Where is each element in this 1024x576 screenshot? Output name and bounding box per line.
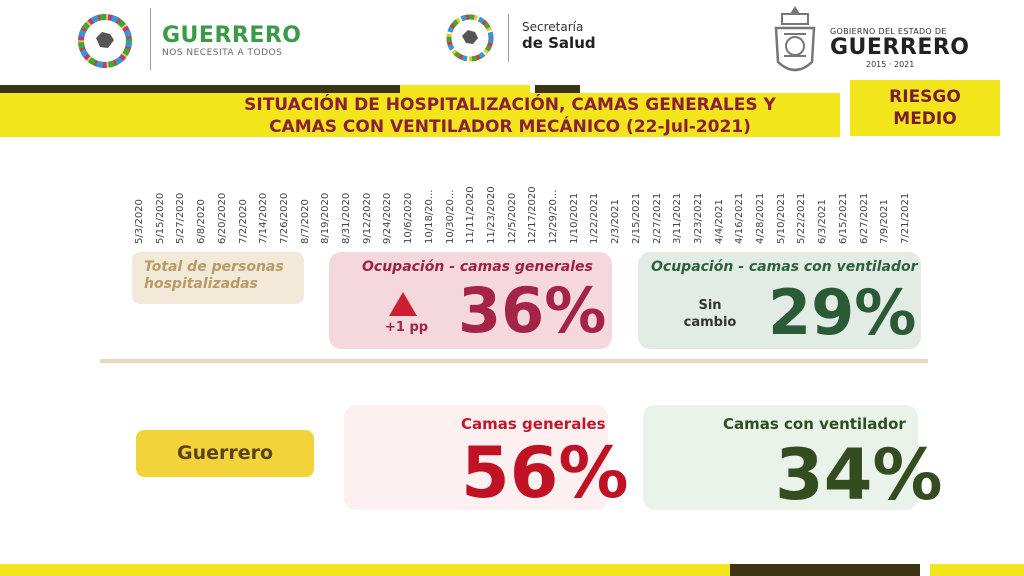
center-brand-bottom: de Salud: [522, 34, 596, 52]
page-title-line2: CAMAS CON VENTILADOR MECÁNICO (22-Jul-20…: [269, 117, 751, 137]
timeline-date-label: 11/11/2020: [465, 186, 477, 244]
page-title-line1: SITUACIÓN DE HOSPITALIZACIÓN, CAMAS GENE…: [244, 95, 776, 115]
hospitalized-panel: [132, 252, 304, 304]
timeline-date-label: 5/15/2020: [154, 192, 166, 244]
timeline-date-label: 4/28/2021: [755, 192, 767, 244]
timeline-date-label: 9/12/2020: [361, 192, 373, 244]
ventilator-occupancy-panel: [638, 252, 921, 349]
timeline-date-label: 2/15/2021: [630, 192, 642, 244]
ventilator-change-line2: cambio: [683, 315, 737, 330]
general-occupancy-label: Ocupación - camas generales: [362, 259, 593, 275]
timeline-date-label: 7/2/2020: [237, 199, 249, 244]
timeline-date-label: 5/27/2020: [175, 192, 187, 244]
timeline-date-label: 12/29/20...: [548, 189, 560, 244]
right-brand-middle: GUERRERO: [830, 35, 970, 60]
timeline-date-label: 2/3/2021: [610, 199, 622, 244]
risk-line1: RIESGO: [889, 87, 961, 107]
general-occupancy-panel: [329, 252, 612, 349]
left-brand-subtitle: NOS NECESITA A TODOS: [162, 48, 283, 58]
timeline-date-label: 10/6/2020: [403, 192, 415, 244]
state-seal-icon: [774, 6, 816, 72]
ventilator-beds-value: 34%: [775, 434, 943, 516]
ventilator-beds-panel: [643, 405, 918, 510]
ventilator-occupancy-change: Sin cambio: [682, 297, 738, 331]
left-brand-title: GUERRERO: [162, 23, 302, 48]
general-occupancy-value: 36%: [458, 274, 607, 347]
timeline-date-label: 5/3/2020: [134, 199, 145, 244]
page-title: SITUACIÓN DE HOSPITALIZACIÓN, CAMAS GENE…: [180, 94, 840, 138]
timeline-date-label: 6/27/2021: [858, 192, 870, 244]
timeline-date-label: 3/11/2021: [672, 192, 684, 244]
footer-band-yellow: [0, 564, 730, 576]
risk-line2: MEDIO: [893, 109, 957, 129]
hospitalized-label: Total de personas hospitalizadas: [144, 259, 284, 293]
header-divider-2: [508, 14, 509, 62]
top-rule-dark: [0, 85, 400, 93]
timeline-date-label: 9/24/2020: [382, 192, 394, 244]
timeline-date-label: 10/30/20...: [444, 189, 456, 244]
timeline-date-label: 7/14/2020: [258, 192, 270, 244]
title-band: [0, 93, 840, 137]
ventilator-change-line1: Sin: [698, 298, 722, 313]
hospitalized-label-line2: hospitalizadas: [144, 276, 258, 292]
right-brand-top: GOBIERNO DEL ESTADO DE: [830, 27, 947, 36]
timeline-date-label: 6/20/2020: [216, 192, 228, 244]
top-rule-yellow: [400, 85, 530, 93]
center-brand-top: Secretaría: [522, 20, 584, 34]
general-occupancy-change: +1 pp: [385, 320, 429, 335]
left-brand: GUERRERO NOS NECESITA A TODOS: [162, 23, 302, 59]
footer-band-yellow-2: [930, 564, 1024, 576]
ventilator-beds-label: Camas con ventilador: [723, 415, 906, 433]
section-divider: [100, 359, 928, 363]
timeline-date-label: 6/15/2021: [837, 192, 849, 244]
timeline-date-label: 7/21/2021: [900, 192, 911, 244]
timeline-date-label: 6/8/2020: [196, 199, 208, 244]
timeline-date-label: 1/10/2021: [568, 192, 580, 244]
general-beds-label: Camas generales: [461, 415, 606, 433]
timeline-date-label: 5/10/2021: [775, 192, 787, 244]
salud-logo-icon: [446, 14, 494, 62]
timeline-date-label: 12/5/2020: [506, 192, 518, 244]
timeline-date-label: 11/23/2020: [485, 186, 497, 244]
right-brand-years: 2015 · 2021: [866, 60, 915, 69]
timeline-date-label: 6/3/2021: [817, 199, 829, 244]
timeline-date-label: 4/16/2021: [734, 192, 746, 244]
general-beds-value: 56%: [461, 432, 629, 514]
timeline-date-label: 7/9/2021: [879, 199, 891, 244]
top-rule-dark-2: [535, 85, 580, 93]
timeline-date-label: 12/17/2020: [527, 186, 539, 244]
risk-badge: RIESGO MEDIO: [850, 80, 1000, 136]
timeline-date-label: 3/23/2021: [692, 192, 704, 244]
ventilator-occupancy-label: Ocupación - camas con ventilador: [651, 259, 918, 275]
state-name-badge: Guerrero: [136, 430, 314, 477]
right-brand: GOBIERNO DEL ESTADO DE GUERRERO 2015 · 2…: [830, 27, 970, 69]
general-beds-panel: [344, 405, 608, 510]
ventilator-occupancy-value: 29%: [768, 276, 917, 349]
hospitalized-label-line1: Total de personas: [144, 259, 284, 275]
header-divider: [150, 8, 151, 70]
guerrero-logo-icon: [78, 14, 132, 68]
timeline-date-label: 5/22/2021: [796, 192, 808, 244]
timeline-date-label: 8/7/2020: [299, 199, 311, 244]
triangle-up-icon: [389, 292, 417, 316]
timeline-date-label: 10/18/20...: [423, 189, 435, 244]
timeline-date-label: 2/27/2021: [651, 192, 663, 244]
timeline-date-label: 1/22/2021: [589, 192, 601, 244]
timeline-date-label: 8/19/2020: [320, 192, 332, 244]
footer-band-dark: [730, 564, 920, 576]
timeline-date-label: 7/26/2020: [278, 192, 290, 244]
timeline-date-label: 4/4/2021: [713, 199, 725, 244]
timeline-date-label: 8/31/2020: [341, 192, 353, 244]
center-brand: Secretaría de Salud: [522, 20, 596, 52]
